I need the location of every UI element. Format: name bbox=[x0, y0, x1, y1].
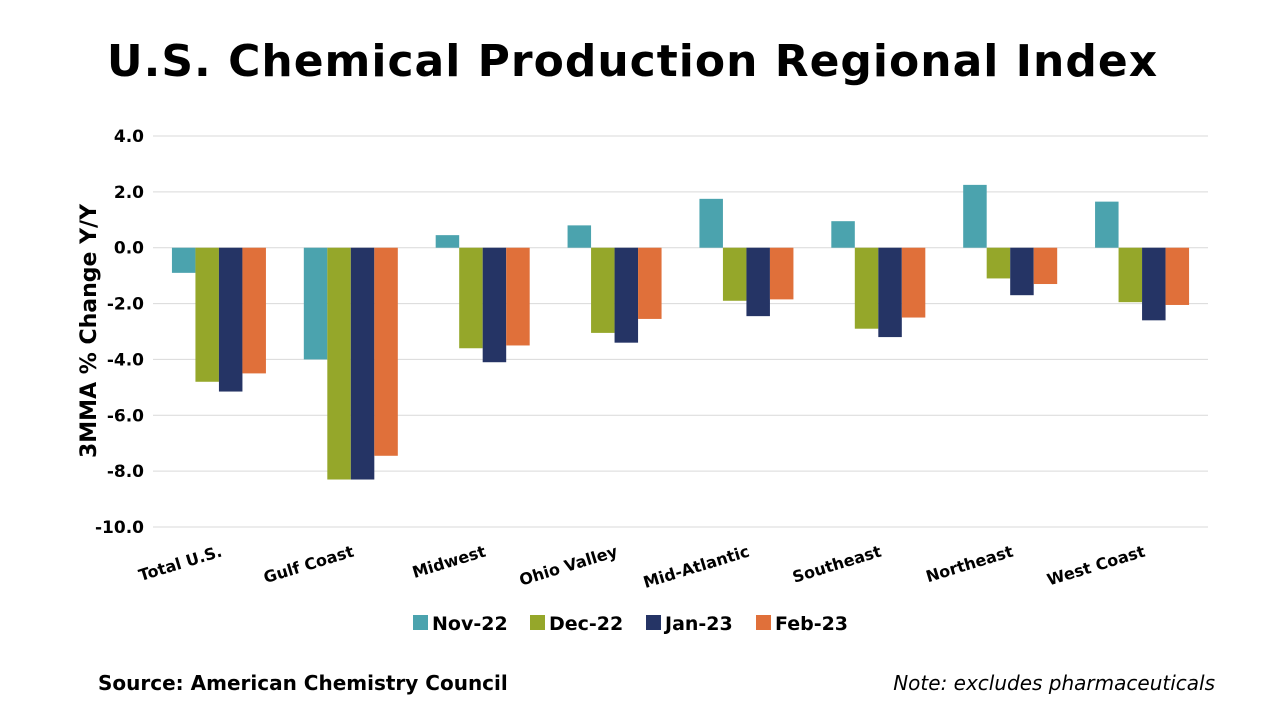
bar-feb-23-total-u-s bbox=[242, 247, 266, 374]
legend-swatch bbox=[646, 615, 661, 630]
y-tick-label: 4.0 bbox=[114, 127, 144, 147]
bar-dec-22-west-coast bbox=[1118, 247, 1143, 303]
bar-nov-22-west-coast bbox=[1095, 201, 1119, 248]
y-tick-label: -10.0 bbox=[95, 518, 144, 538]
y-tick-label: -8.0 bbox=[107, 462, 144, 482]
y-axis-ticks: 4.0 2.0 0.0 -2.0 -4.0 -6.0 -8.0 -10.0 bbox=[95, 127, 144, 538]
bar-dec-22-ohio-valley bbox=[591, 247, 615, 333]
bar-dec-22-gulf-coast bbox=[327, 247, 351, 480]
bar-nov-22-mid-atlantic bbox=[699, 198, 723, 248]
x-category-label: West Coast bbox=[1045, 542, 1148, 590]
bar-feb-23-gulf-coast bbox=[374, 247, 398, 456]
bar-dec-22-southeast bbox=[854, 247, 879, 329]
y-tick-label: 0.0 bbox=[114, 239, 144, 259]
bar-nov-22-gulf-coast bbox=[303, 247, 328, 360]
y-tick-label: -4.0 bbox=[107, 350, 144, 370]
legend-swatch bbox=[413, 615, 428, 630]
bar-jan-23-gulf-coast bbox=[350, 247, 375, 480]
x-category-label: Mid-Atlantic bbox=[641, 542, 752, 592]
bar-jan-23-west-coast bbox=[1142, 247, 1166, 321]
x-axis-categories: Total U.S. Gulf Coast Midwest Ohio Valley Mi… bbox=[136, 541, 1147, 591]
bar-jan-23-southeast bbox=[878, 247, 902, 338]
x-category-label: Gulf Coast bbox=[261, 542, 356, 588]
bar-feb-23-west-coast bbox=[1165, 247, 1190, 305]
legend-label: Jan-23 bbox=[663, 613, 733, 635]
bar-jan-23-total-u-s bbox=[218, 247, 243, 392]
bar-feb-23-mid-atlantic bbox=[769, 247, 794, 300]
bar-nov-22-midwest bbox=[435, 235, 460, 248]
legend: Nov-22 Dec-22 Jan-23 Feb-23 bbox=[413, 613, 848, 635]
x-category-label: Southeast bbox=[790, 542, 884, 587]
y-axis-label: 3MMA % Change Y/Y bbox=[77, 203, 102, 458]
bar-dec-22-midwest bbox=[459, 247, 483, 349]
bar-dec-22-northeast bbox=[986, 247, 1011, 279]
bars bbox=[171, 184, 1190, 480]
y-tick-label: -6.0 bbox=[107, 406, 144, 426]
legend-label: Dec-22 bbox=[549, 613, 623, 635]
source-credit: Source: American Chemistry Council bbox=[98, 671, 508, 695]
bar-nov-22-total-u-s bbox=[171, 247, 196, 273]
legend-label: Feb-23 bbox=[775, 613, 848, 635]
x-category-label: Total U.S. bbox=[136, 542, 224, 585]
y-tick-label: 2.0 bbox=[114, 183, 144, 203]
bar-nov-22-southeast bbox=[831, 221, 855, 248]
footnote: Note: excludes pharmaceuticals bbox=[893, 671, 1215, 695]
legend-label: Nov-22 bbox=[432, 613, 508, 635]
bar-nov-22-northeast bbox=[963, 184, 987, 248]
x-category-label: Northeast bbox=[924, 542, 1016, 587]
bar-jan-23-midwest bbox=[482, 247, 507, 363]
bar-feb-23-southeast bbox=[901, 247, 926, 318]
x-category-label: Ohio Valley bbox=[517, 541, 620, 589]
bar-feb-23-ohio-valley bbox=[638, 247, 662, 319]
legend-swatch bbox=[530, 615, 545, 630]
bar-nov-22-ohio-valley bbox=[567, 225, 592, 248]
bar-feb-23-northeast bbox=[1033, 247, 1058, 285]
bar-dec-22-total-u-s bbox=[195, 247, 219, 382]
bar-jan-23-northeast bbox=[1010, 247, 1034, 296]
legend-swatch bbox=[756, 615, 771, 630]
bar-dec-22-mid-atlantic bbox=[722, 247, 747, 301]
y-tick-label: -2.0 bbox=[107, 295, 144, 315]
x-category-label: Midwest bbox=[410, 542, 488, 582]
chart-title: U.S. Chemical Production Regional Index bbox=[106, 36, 1159, 87]
bar-jan-23-ohio-valley bbox=[614, 247, 639, 343]
bar-feb-23-midwest bbox=[506, 247, 530, 346]
bar-jan-23-mid-atlantic bbox=[746, 247, 770, 317]
